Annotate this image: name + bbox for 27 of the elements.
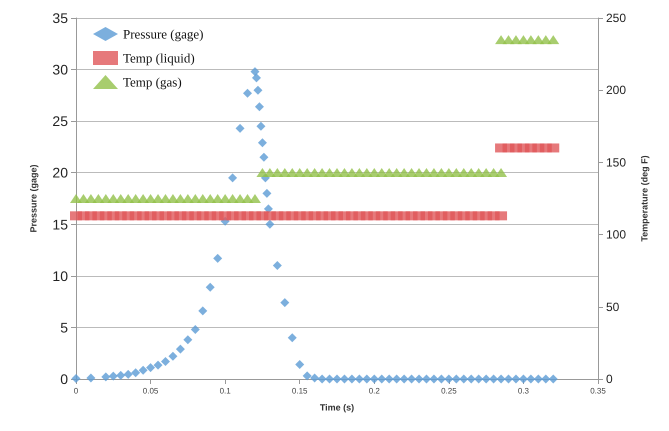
y2-axis-title: Temperature (deg F) <box>640 155 650 242</box>
x-tick-label: 0.05 <box>142 386 159 396</box>
x-tick-label: 0.35 <box>590 386 606 396</box>
y-tick-label: 30 <box>52 62 68 78</box>
y-tick-label: 25 <box>52 113 68 130</box>
y2-tick-label: 0 <box>606 372 613 386</box>
x-tick-label: 0.2 <box>368 386 380 396</box>
x-tick-label: 0.25 <box>441 386 458 396</box>
y2-tick-label: 200 <box>606 83 626 98</box>
legend-label: Pressure (gage) <box>123 26 204 42</box>
y-axis-title: Pressure (gage) <box>28 164 38 233</box>
legend-label: Temp (gas) <box>123 74 182 90</box>
y2-tick-label: 150 <box>606 155 626 170</box>
y-tick-label: 5 <box>60 319 68 336</box>
y2-tick-label: 50 <box>606 300 620 314</box>
x-tick-label: 0.1 <box>220 386 232 396</box>
y2-tick-label: 100 <box>606 228 626 242</box>
x-tick-label: 0.15 <box>292 386 308 396</box>
y-tick-label: 35 <box>52 10 68 26</box>
x-tick-label: 0 <box>74 386 79 396</box>
y2-tick-label: 250 <box>606 11 626 25</box>
y-tick-label: 10 <box>52 268 68 284</box>
y-tick-label: 20 <box>52 164 68 181</box>
x-axis-title: Time (s) <box>320 402 354 412</box>
y-tick-label: 15 <box>52 216 68 232</box>
x-tick-label: 0.3 <box>518 386 530 396</box>
legend-label: Temp (liquid) <box>123 50 195 66</box>
